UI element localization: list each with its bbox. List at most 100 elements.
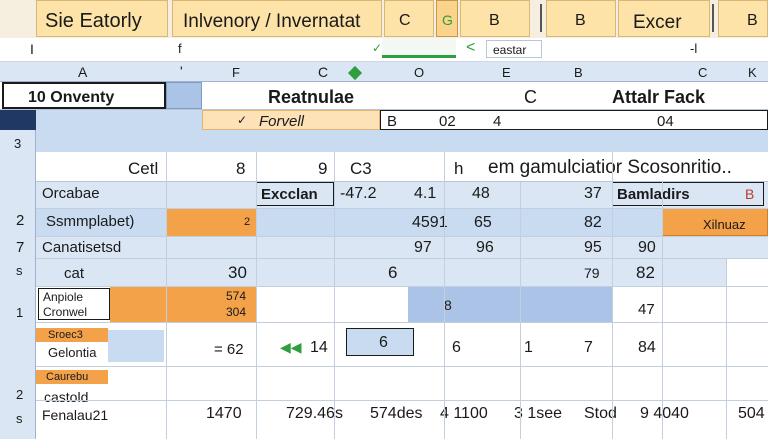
cell-97: 97 — [414, 239, 432, 256]
cell-bamladirs-box[interactable]: Bamladirs B — [612, 182, 764, 206]
cell-b8: 8 — [236, 159, 246, 178]
tab-excer[interactable]: Excer — [618, 0, 710, 37]
toolbar-mark: I — [30, 41, 34, 57]
cell-574: 574 — [226, 289, 247, 303]
back-arrow-icon[interactable]: < — [466, 39, 476, 56]
cell-304: 304 — [226, 305, 247, 319]
name-box[interactable]: 10 Onventy — [2, 82, 166, 109]
grid-hline — [36, 258, 768, 259]
tab-sie-eatorly[interactable]: Sie Eatorly — [36, 0, 168, 37]
row-3-strip — [36, 130, 768, 152]
cell-41100: 4 1100 — [440, 405, 488, 422]
cell-stod: Stod — [584, 405, 617, 422]
double-arrow-icon[interactable]: ◀◀ — [280, 339, 302, 355]
data-row-samplabet — [36, 208, 768, 236]
band-selected-cell[interactable] — [166, 82, 202, 109]
tab-label: G — [442, 12, 453, 28]
formula-input[interactable] — [382, 38, 456, 58]
tab-c[interactable]: C — [384, 0, 434, 37]
cell-cronwel: Cronwel — [43, 305, 88, 319]
cell-excelan-box[interactable]: Excclan — [256, 182, 334, 206]
row-header-s[interactable]: s — [16, 263, 23, 278]
row-header-2[interactable]: 2 — [16, 212, 25, 229]
col-header-k[interactable]: K — [748, 65, 757, 80]
formula-v4: 04 — [657, 113, 674, 130]
formula-value-cell[interactable]: B 02 4 04 — [380, 110, 768, 130]
row-header-s2[interactable]: s — [16, 411, 23, 426]
toolbar-mark-right: -l — [690, 41, 698, 56]
cell-caurebu-tag[interactable]: Caurebu — [36, 370, 108, 384]
toolbar-caret: f — [178, 41, 182, 56]
grid-hline — [36, 366, 768, 367]
cell-94040: 9 4040 — [640, 405, 689, 422]
row-header-1[interactable]: 1 — [16, 305, 24, 320]
row-header-3[interactable]: 3 — [14, 136, 22, 151]
row-header-strip — [0, 130, 36, 439]
cell-castold: castold — [44, 389, 89, 405]
col-header-a[interactable]: A — [78, 64, 88, 80]
tab-label: C — [399, 12, 411, 29]
cell-c3: C3 — [350, 159, 372, 178]
cell-blue-62[interactable] — [108, 330, 164, 362]
col-header-e[interactable]: E — [502, 65, 511, 80]
cell-orange-574[interactable]: 574 304 — [110, 286, 256, 322]
cell-4591: 4591 — [412, 214, 448, 231]
search-box[interactable]: eastar — [486, 40, 542, 58]
tab-inventory[interactable]: Inlvenory / Invernatat — [172, 0, 382, 37]
grid-hline — [36, 322, 768, 323]
col-header-b[interactable]: B — [574, 65, 583, 80]
formula-v2: 02 — [439, 113, 456, 130]
formula-v3: 4 — [493, 113, 502, 130]
col-header-dot[interactable]: ' — [180, 63, 183, 79]
row-header-7[interactable]: 7 — [16, 239, 25, 256]
column-header-row — [0, 62, 768, 82]
grid-vline — [612, 152, 613, 439]
grid-hline — [36, 400, 768, 401]
col-header-f[interactable]: F — [232, 65, 240, 80]
data-row-cat — [36, 258, 726, 286]
cell-6-box[interactable]: 6 — [346, 328, 414, 356]
col-header-c2[interactable]: C — [698, 65, 708, 80]
row-header-2b[interactable]: 2 — [16, 387, 24, 402]
grid-header-row — [36, 152, 768, 182]
grid-vline — [166, 152, 167, 439]
cell-48: 48 — [472, 185, 490, 202]
tab-g[interactable]: G — [436, 0, 458, 37]
grid-hline — [36, 208, 768, 209]
cell-excelan: Excclan — [261, 186, 318, 203]
grid-vline — [662, 182, 663, 439]
grid-vline — [444, 152, 445, 439]
cell-47: 47 — [638, 301, 655, 318]
tab-label: B — [747, 12, 758, 29]
cell-xlinuaz: Xilnuaz — [703, 217, 746, 232]
cell-xlinuaz-box[interactable]: Xilnuaz — [662, 208, 768, 236]
cell-orange-2[interactable]: 2 — [166, 208, 256, 236]
cell-sroec-tag[interactable]: Sroec3 — [36, 328, 108, 342]
cell-n9: 9 — [318, 159, 328, 178]
grid-vline — [256, 152, 257, 439]
check-icon[interactable]: ✓ — [372, 41, 383, 55]
cell-37: 37 — [584, 185, 602, 202]
col-header-c[interactable]: C — [318, 64, 329, 80]
cell-95: 95 — [584, 239, 602, 256]
cell-79: 79 — [584, 265, 600, 281]
formula-label-cell[interactable]: ✓ Forvell — [202, 110, 380, 130]
cell-anpiole: Anpiole — [43, 290, 84, 304]
band-c-label: C — [524, 87, 537, 107]
cell-fenalau: Fenalau21 — [42, 407, 109, 423]
cell-2: 2 — [244, 216, 251, 228]
formula-check: ✓ — [237, 113, 248, 127]
cell-caurebu: Caurebu — [46, 371, 89, 383]
tab-b2[interactable]: B — [546, 0, 616, 37]
col-header-o[interactable]: O — [414, 65, 425, 80]
cell-label: Cetl — [128, 159, 159, 178]
tab-b3[interactable]: B — [718, 0, 768, 37]
cell-8: 8 — [444, 297, 452, 313]
cell-blue-block[interactable]: 8 — [408, 286, 612, 322]
cell-b-icon: B — [745, 186, 755, 202]
cell-72946: 729.46s — [286, 405, 343, 422]
tab-label: B — [489, 12, 500, 29]
cell-anpiole-box[interactable]: Anpiole Cronwel — [38, 288, 110, 320]
tab-b[interactable]: B — [460, 0, 530, 37]
formula-v1: B — [387, 113, 398, 130]
